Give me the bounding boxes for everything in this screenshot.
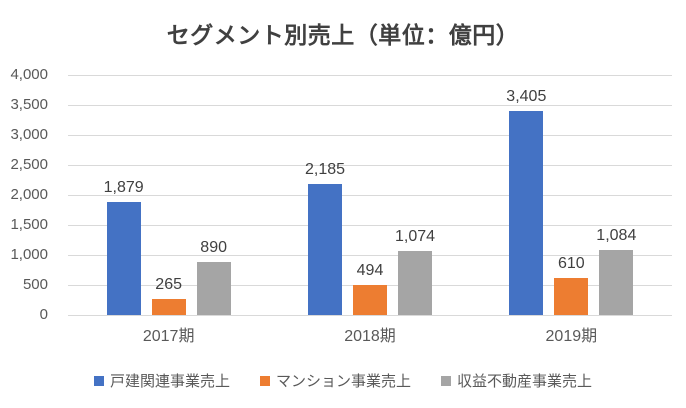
data-label-series1-cat3: 3,405 — [506, 87, 547, 105]
x-axis-category-label: 2017期 — [142, 328, 195, 345]
x-axis-category-label: 2018期 — [344, 328, 396, 345]
legend-label: マンション事業売上 — [275, 373, 411, 390]
bar-series3-cat2 — [398, 250, 432, 315]
gridline — [68, 284, 672, 286]
gridline — [68, 194, 672, 196]
bar-series3-cat3 — [599, 249, 634, 315]
legend-swatch-icon — [93, 375, 104, 386]
bar-series1-cat3 — [509, 110, 544, 315]
gridline — [68, 164, 672, 166]
bar-series3-cat1 — [196, 261, 231, 315]
chart-title: セグメント別売上（単位：億円） — [166, 22, 520, 48]
data-label-series3-cat3: 1,084 — [596, 226, 637, 244]
gridline — [68, 314, 672, 316]
y-axis-tick-label: 2,000 — [10, 186, 48, 203]
y-axis-tick-label: 3,500 — [10, 96, 48, 113]
bar-series2-cat1 — [151, 299, 186, 315]
legend-item-series1: 戸建関連事業売上 — [93, 370, 230, 391]
y-axis-tick-label: 3,000 — [10, 126, 48, 143]
legend-label: 収益不動産事業売上 — [457, 373, 593, 390]
gridline — [68, 74, 672, 76]
x-axis-category-label: 2019期 — [545, 328, 598, 345]
data-label-series3-cat1: 890 — [200, 238, 227, 256]
y-axis-tick-label: 1,000 — [10, 246, 48, 263]
legend-item-series2: マンション事業売上 — [259, 370, 411, 391]
gridline — [68, 254, 672, 256]
bar-series2-cat3 — [554, 278, 589, 315]
gridline — [68, 224, 672, 226]
gridline — [68, 134, 672, 136]
gridline — [68, 104, 672, 106]
y-axis-tick-label: 500 — [22, 276, 48, 293]
bar-series1-cat2 — [308, 183, 342, 315]
bar-series2-cat2 — [353, 285, 387, 315]
y-axis-tick-label: 0 — [39, 306, 48, 323]
legend-swatch-icon — [441, 375, 451, 386]
legend-label: 戸建関連事業売上 — [109, 373, 230, 390]
data-label-series2-cat1: 265 — [155, 276, 182, 294]
y-axis-tick-label: 2,500 — [10, 156, 48, 173]
data-label-series2-cat3: 610 — [557, 255, 585, 273]
data-label-series1-cat2: 2,185 — [304, 160, 346, 178]
legend-swatch-icon — [259, 375, 270, 386]
legend-item-series3: 収益不動産事業売上 — [441, 370, 592, 391]
y-axis-tick-label: 1,500 — [10, 216, 48, 233]
data-label-series3-cat2: 1,074 — [394, 227, 436, 245]
legend: 戸建関連事業売上 マンション事業売上 収益不動産事業売上 — [0, 370, 686, 391]
data-label-series1-cat1: 1,879 — [103, 179, 144, 197]
data-label-series2-cat2: 494 — [356, 262, 384, 280]
bar-series1-cat1 — [106, 202, 141, 315]
y-axis-tick-label: 4,000 — [10, 66, 48, 83]
